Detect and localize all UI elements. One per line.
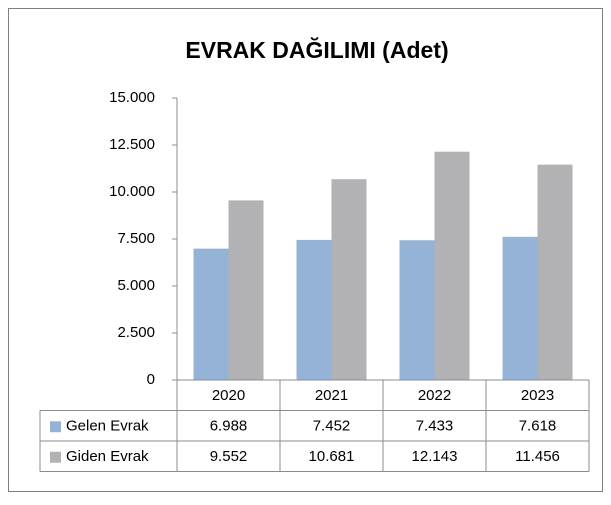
legend-label: Giden Evrak — [66, 448, 149, 465]
data-label: 7.618 — [519, 418, 557, 435]
data-label: 7.452 — [313, 418, 351, 435]
x-tick-label: 2022 — [418, 387, 451, 404]
legend-label: Gelen Evrak — [66, 418, 149, 435]
data-label: 10.681 — [309, 448, 355, 465]
bar — [296, 239, 332, 380]
legend-swatch — [50, 451, 61, 463]
bar — [502, 236, 538, 380]
chart-title: EVRAK DAĞILIMI (Adet) — [185, 36, 448, 63]
bar — [193, 248, 229, 380]
y-tick-label: 10.000 — [109, 183, 155, 200]
y-tick-label: 7.500 — [117, 230, 155, 247]
y-tick-label: 15.000 — [109, 89, 155, 106]
bar — [399, 240, 435, 380]
y-tick-label: 2.500 — [117, 324, 155, 341]
y-tick-label: 12.500 — [109, 136, 155, 153]
data-label: 7.433 — [416, 418, 454, 435]
bar — [434, 151, 470, 380]
legend-swatch — [50, 421, 61, 433]
data-label: 11.456 — [515, 448, 560, 465]
x-tick-label: 2021 — [315, 387, 348, 404]
y-tick-label: 5.000 — [117, 277, 155, 294]
y-tick-label: 0 — [147, 371, 155, 388]
data-label: 6.988 — [210, 418, 248, 435]
bar — [228, 200, 264, 380]
x-tick-label: 2020 — [212, 387, 245, 404]
data-label: 12.143 — [412, 448, 458, 465]
bar — [331, 179, 367, 380]
x-tick-label: 2023 — [521, 387, 554, 404]
data-label: 9.552 — [210, 448, 248, 465]
bar — [537, 164, 573, 380]
